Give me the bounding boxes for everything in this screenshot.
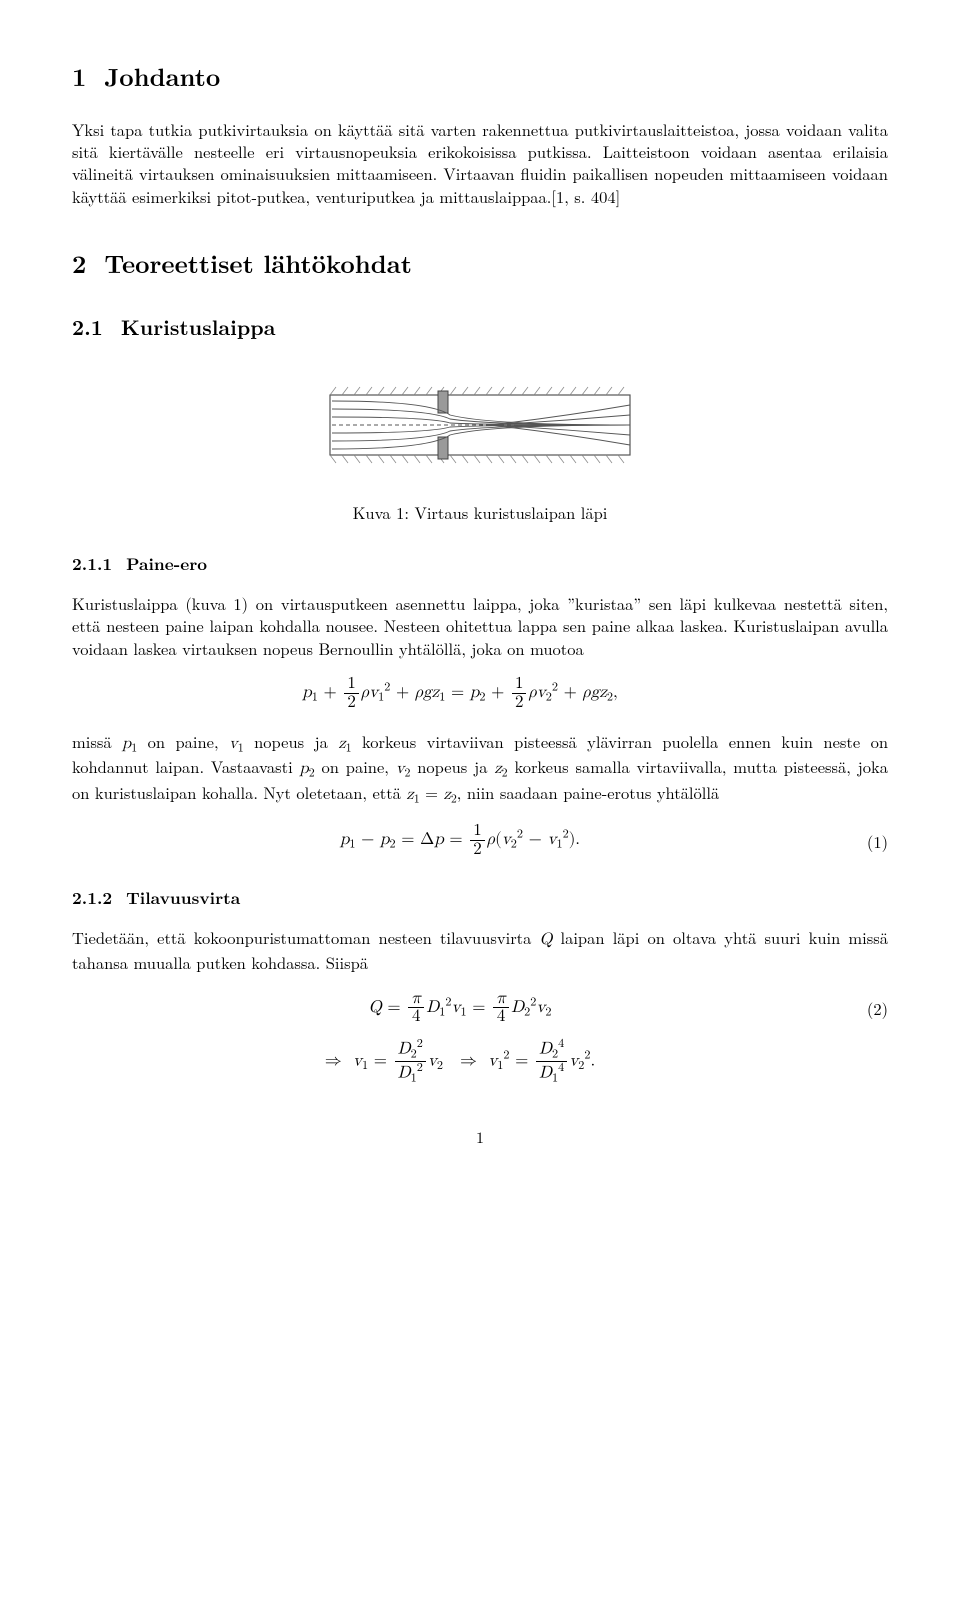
subsubsection-2-1-2-heading: 2.1.2 Tilavuusvirta bbox=[72, 887, 888, 910]
paragraph-intro: Yksi tapa tutkia putkivirtauksia on käyt… bbox=[72, 118, 888, 207]
subsubsection-2-1-2-title: Tilavuusvirta bbox=[126, 886, 240, 910]
section-2-title: Teoreettiset lähtökohdat bbox=[104, 246, 411, 281]
section-1-heading: 1 Johdanto bbox=[72, 60, 888, 94]
subsubsection-2-1-2-number: 2.1.2 bbox=[72, 886, 112, 910]
paragraph-2-1-2-intro: Tiedetään, että kokoonpuristumattoman ne… bbox=[72, 926, 888, 974]
equation-2-number: (2) bbox=[848, 997, 888, 1019]
equation-2b: ⇒ v1 = D22D12v2 ⇒ v12 = D24D14v22. bbox=[72, 1038, 888, 1085]
equation-bernoulli: p1 + 12ρv12 + ρgz1 = p2 + 12ρv22 + ρgz2, bbox=[72, 675, 888, 712]
subsubsection-2-1-1-number: 2.1.1 bbox=[72, 552, 112, 576]
figure-1-caption: Kuva 1: Virtaus kuristuslaipan läpi bbox=[353, 501, 608, 523]
subsection-2-1-heading: 2.1 Kuristuslaippa bbox=[72, 313, 888, 341]
subsubsection-2-1-1-heading: 2.1.1 Paine-ero bbox=[72, 553, 888, 576]
equation-1: p1 − p2 = Δp = 12ρ(v22 − v12). (1) bbox=[72, 822, 888, 859]
paragraph-2-1-1-explain: missä p1 on paine, v1 nopeus ja z1 korke… bbox=[72, 730, 888, 807]
paragraph-2-1-1-intro: Kuristuslaippa (kuva 1) on virtausputkee… bbox=[72, 592, 888, 659]
subsection-2-1-title: Kuristuslaippa bbox=[121, 312, 276, 342]
equation-1-number: (1) bbox=[848, 830, 888, 852]
page-number: 1 bbox=[72, 1126, 888, 1148]
section-2-number: 2 bbox=[72, 246, 86, 281]
section-2-heading: 2 Teoreettiset lähtökohdat bbox=[72, 247, 888, 281]
equation-2: Q = π4D12v1 = π4D22v2 (2) bbox=[72, 990, 888, 1027]
section-1-number: 1 bbox=[72, 59, 86, 94]
figure-1: Kuva 1: Virtaus kuristuslaipan läpi bbox=[72, 377, 888, 523]
subsubsection-2-1-1-title: Paine-ero bbox=[126, 552, 207, 576]
section-1-title: Johdanto bbox=[104, 59, 220, 94]
subsection-2-1-number: 2.1 bbox=[72, 312, 103, 342]
orifice-flow-diagram-icon bbox=[320, 377, 640, 473]
